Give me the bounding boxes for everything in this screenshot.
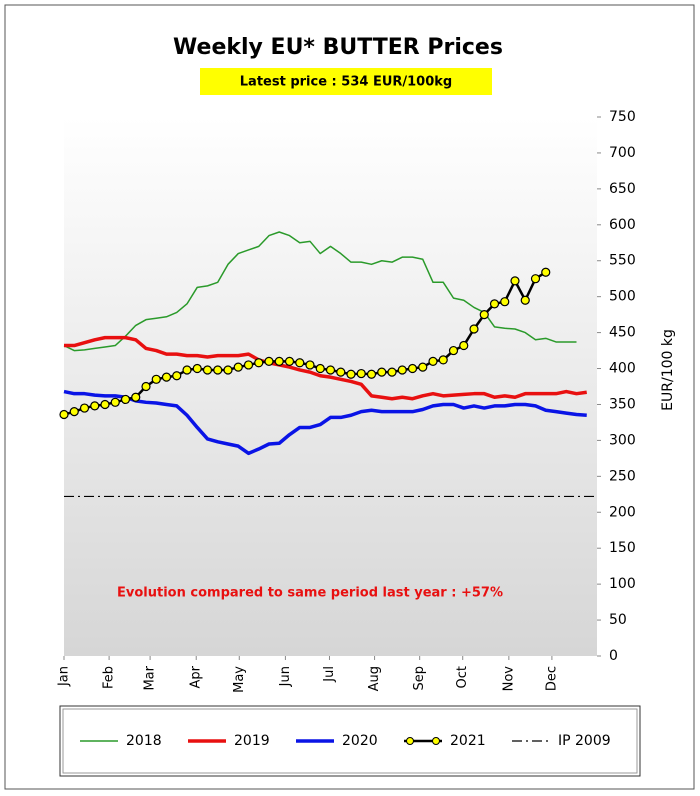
y-tick-label: 500: [609, 289, 636, 305]
point: [243, 360, 254, 370]
point: [387, 367, 397, 377]
y-tick-label: 100: [609, 576, 636, 592]
x-tick-label: Aug: [367, 666, 382, 691]
point: [79, 403, 90, 413]
y-tick-label: 600: [609, 217, 636, 233]
point: [120, 394, 131, 405]
point: [172, 371, 182, 381]
point: [315, 363, 325, 374]
point: [223, 365, 233, 375]
legend-label: IP 2009: [558, 733, 611, 749]
y-axis-label: EUR/100 kg: [660, 329, 676, 411]
x-tick-label: Jul: [322, 666, 337, 683]
point: [530, 274, 541, 284]
y-tick-label: 50: [609, 612, 627, 628]
point: [131, 392, 141, 402]
point: [489, 299, 500, 309]
y-tick-label: 450: [609, 325, 636, 341]
plot-area: [64, 117, 597, 656]
point: [428, 356, 438, 366]
point: [407, 363, 418, 374]
point: [418, 362, 428, 372]
point: [141, 381, 151, 392]
y-tick-label: 550: [609, 253, 636, 269]
y-tick-label: 650: [609, 181, 636, 197]
point: [59, 409, 69, 420]
point: [202, 365, 213, 375]
x-tick-label: Dec: [544, 666, 559, 691]
point: [459, 340, 469, 351]
y-tick-label: 150: [609, 540, 636, 556]
point: [284, 356, 295, 366]
point: [274, 356, 284, 366]
x-tick-label: Feb: [102, 666, 117, 689]
legend-label: 2020: [342, 733, 378, 749]
legend-marker: [406, 737, 414, 745]
series-line: [63, 231, 577, 352]
point: [151, 374, 161, 384]
point: [377, 367, 387, 377]
x-tick-label: Jan: [57, 666, 72, 687]
point: [356, 368, 366, 379]
point: [305, 360, 315, 370]
point: [500, 297, 510, 307]
point: [233, 362, 243, 372]
point: [295, 358, 305, 368]
x-tick-label: Jun: [278, 666, 293, 687]
y-tick-label: 0: [609, 648, 618, 664]
legend-marker: [432, 737, 440, 745]
x-tick-label: Sep: [412, 666, 427, 691]
point: [479, 310, 489, 320]
legend-box: [59, 705, 641, 777]
point: [254, 358, 264, 368]
point: [264, 356, 274, 366]
y-tick-label: 250: [609, 468, 636, 484]
y-tick-label: 400: [609, 361, 636, 377]
point: [192, 363, 202, 374]
x-tick-label: Mar: [143, 665, 158, 690]
point: [541, 267, 551, 277]
legend-label: 2018: [126, 733, 162, 749]
point: [213, 365, 223, 375]
point: [366, 369, 377, 379]
y-tick-label: 200: [609, 504, 636, 520]
x-tick-label: Oct: [455, 666, 470, 688]
legend-label: 2021: [450, 733, 486, 749]
x-tick-label: Apr: [189, 665, 204, 688]
point: [325, 365, 336, 375]
annotation: Evolution compared to same period last y…: [117, 586, 503, 601]
point: [69, 407, 79, 417]
y-tick-label: 300: [609, 432, 636, 448]
point: [469, 324, 479, 334]
point: [510, 276, 520, 286]
y-tick-label: 350: [609, 396, 636, 412]
chart-title: Weekly EU* BUTTER Prices: [173, 35, 503, 60]
point: [336, 367, 346, 377]
legend-label: 2019: [234, 733, 270, 749]
point: [182, 365, 192, 375]
subtitle-box: [200, 68, 492, 95]
y-tick-label: 700: [609, 145, 636, 161]
point: [448, 345, 459, 356]
subtitle: Latest price : 534 EUR/100kg: [240, 75, 452, 90]
point: [90, 401, 100, 411]
point: [346, 369, 356, 379]
series-line: [63, 389, 587, 456]
x-tick-label: Nov: [501, 666, 516, 692]
point: [397, 365, 407, 375]
point: [520, 295, 530, 305]
point: [161, 372, 172, 382]
series-line: [64, 335, 587, 401]
point: [438, 355, 448, 365]
legend-inner: [62, 708, 638, 774]
x-tick-label: May: [232, 666, 247, 693]
point: [100, 399, 110, 410]
y-tick-label: 750: [609, 109, 636, 125]
point: [110, 397, 120, 407]
